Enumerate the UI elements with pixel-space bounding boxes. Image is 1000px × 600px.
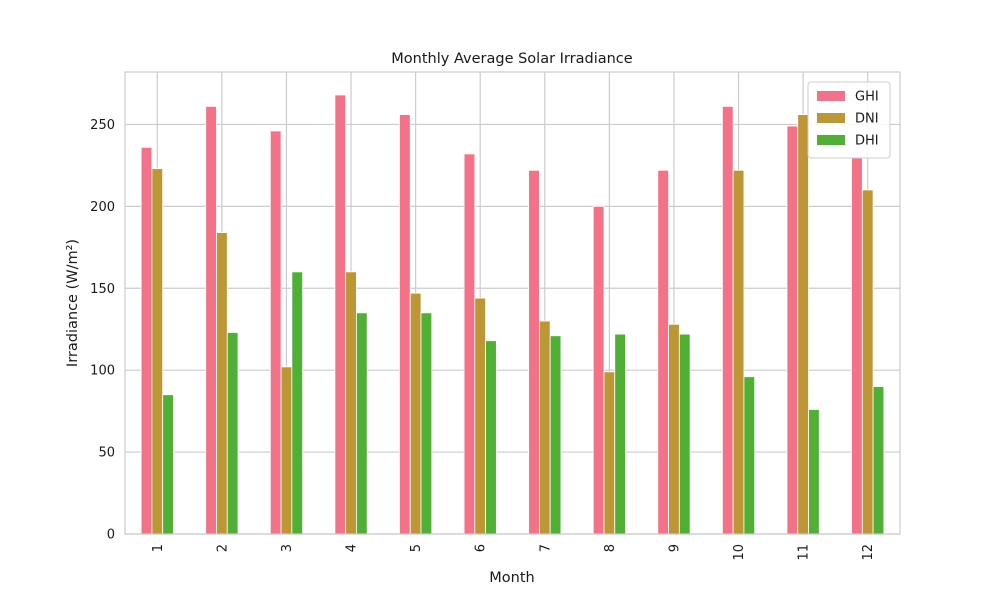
bar-dni-3 [280,366,293,535]
y-tick-label: 0 [107,528,115,543]
plot-background [125,72,900,534]
bar-dhi-10 [743,376,756,535]
bar-dhi-12 [872,386,885,535]
bar-dhi-2 [226,332,239,535]
bar-dni-8 [603,371,616,535]
bar-dni-5 [409,292,422,535]
y-tick-label: 250 [90,118,115,133]
bar-dni-9 [668,323,680,535]
bar-dhi-1 [162,394,174,535]
x-tick-label: 7 [538,544,553,552]
bar-dni-2 [216,232,228,535]
bar-dni-10 [732,169,745,535]
x-tick-label: 3 [280,544,295,552]
x-axis: 1 2 3 4 5 6 7 8 9 10 11 12 [151,544,876,561]
bar-dni-6 [474,297,486,535]
x-tick-label: 10 [732,544,747,561]
y-tick-label: 100 [90,364,115,379]
bar-ghi-6 [463,153,476,535]
x-tick-label: 9 [667,544,682,552]
bar-dni-12 [861,189,874,535]
x-tick-label: 12 [861,544,876,561]
plot-frame [124,71,901,535]
y-tick-label: 50 [98,446,115,461]
y-axis-label: Irradiance (W/m²) [65,239,81,367]
bar-ghi-1 [140,146,153,535]
bar-dni-11 [797,114,809,535]
x-tick-label: 8 [603,544,618,552]
bar-dhi-9 [678,333,691,535]
bar-ghi-3 [269,130,282,535]
legend: GHI DNI DHI [807,81,891,159]
bar-ghi-12 [851,156,863,535]
bar-ghi-5 [399,114,411,535]
legend-swatch-dni [817,113,845,123]
x-tick-label: 2 [215,544,230,552]
bar-ghi-11 [786,125,799,535]
y-tick-label: 200 [90,200,115,215]
y-axis: 0 50 100 150 200 250 [90,118,115,543]
x-tick-label: 6 [474,544,489,552]
bar-dhi-4 [356,312,368,535]
x-tick-label: 11 [797,544,812,561]
bar-ghi-4 [334,94,347,535]
x-axis-label: Month [489,570,534,586]
bar-dni-7 [539,320,551,535]
legend-label-dni: DNI [855,112,879,127]
bar-ghi-2 [205,106,217,535]
bar-dhi-3 [291,271,304,535]
x-tick-label: 5 [409,544,424,552]
legend-label-dhi: DHI [855,134,879,149]
bar-ghi-10 [721,106,734,535]
bar-dhi-6 [485,340,497,535]
y-tick-label: 150 [90,282,115,297]
bar-ghi-9 [657,169,669,535]
bar-dni-4 [345,271,357,535]
bar-ghi-8 [592,205,605,535]
legend-label-ghi: GHI [855,90,879,105]
bar-ghi-7 [528,169,540,535]
x-tick-label: 1 [151,544,166,552]
bar-dhi-7 [549,335,562,535]
legend-swatch-ghi [817,91,845,101]
bar-dhi-5 [420,312,433,535]
x-tick-label: 4 [345,544,360,552]
bar-dhi-11 [808,409,820,535]
legend-swatch-dhi [817,135,845,145]
bar-dhi-8 [614,333,626,535]
chart-title: Monthly Average Solar Irradiance [391,51,632,67]
bar-dni-1 [151,168,164,535]
